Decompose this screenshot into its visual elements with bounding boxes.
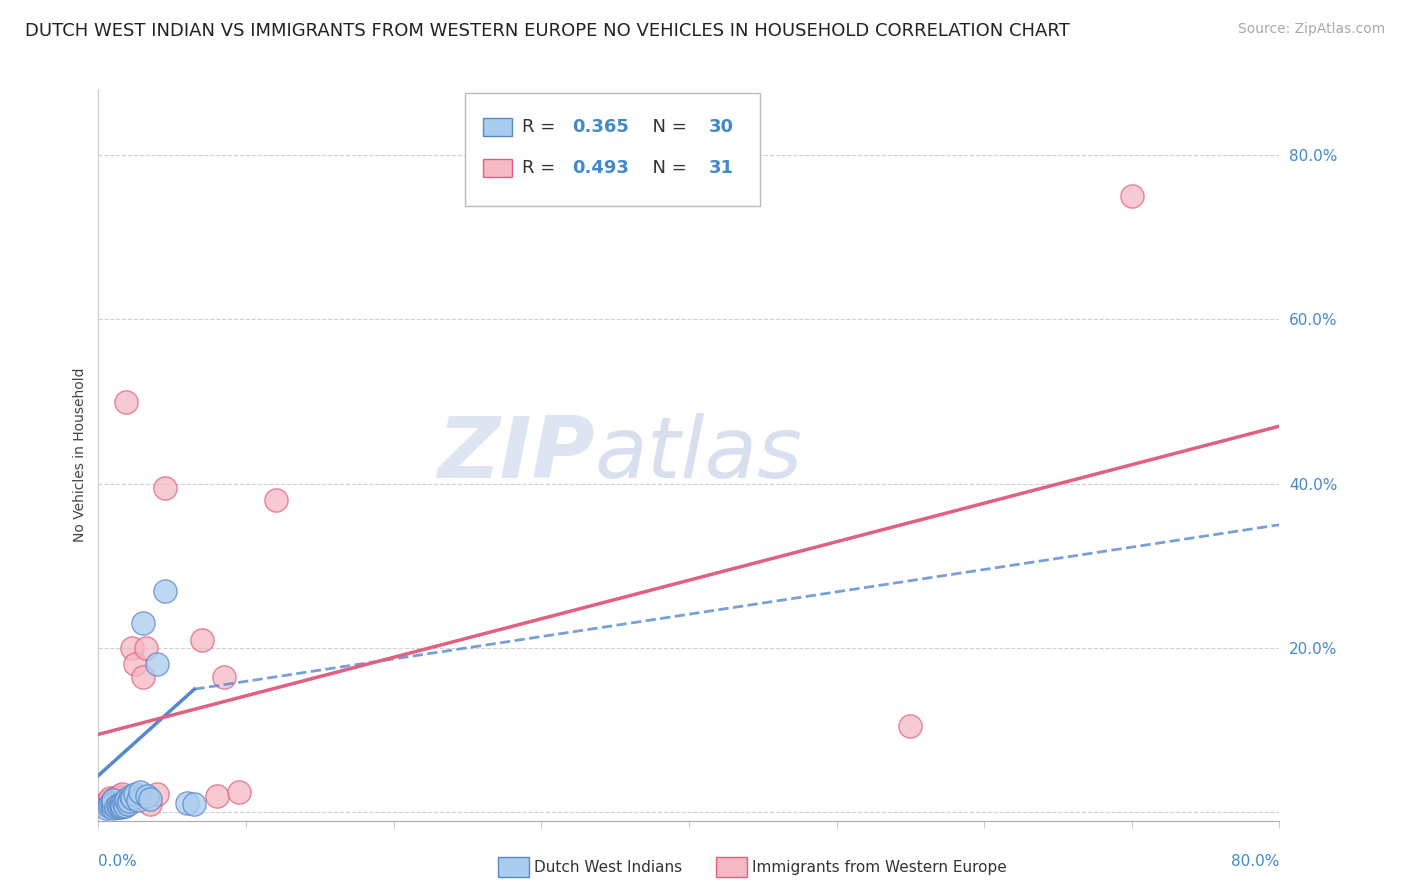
Point (124, 788, 146, 802)
Point (117, 797, 139, 812)
Point (132, 670, 155, 684)
Point (100, 796, 122, 810)
Point (97, 793, 120, 807)
Point (132, 616, 155, 631)
FancyBboxPatch shape (484, 119, 512, 136)
Point (1121, 189, 1143, 203)
Point (121, 790, 143, 805)
Text: ZIP: ZIP (437, 413, 595, 497)
Point (98, 790, 121, 805)
Point (100, 797, 122, 812)
Text: 80.0%: 80.0% (1232, 854, 1279, 869)
Point (121, 641, 143, 656)
Point (103, 797, 125, 812)
Point (105, 800, 128, 814)
Text: Source: ZipAtlas.com: Source: ZipAtlas.com (1237, 22, 1385, 37)
Point (124, 657, 146, 672)
Point (115, 394, 138, 409)
Point (98, 797, 121, 812)
Point (114, 798, 136, 813)
Point (107, 797, 129, 812)
Point (153, 481, 176, 495)
Text: 30: 30 (709, 119, 734, 136)
Point (108, 789, 131, 803)
FancyBboxPatch shape (464, 93, 759, 206)
Point (114, 793, 136, 807)
Text: 0.493: 0.493 (572, 159, 628, 178)
Point (139, 792, 162, 806)
Point (110, 790, 132, 805)
Point (111, 798, 134, 813)
Point (97, 798, 120, 813)
Point (117, 797, 139, 812)
Point (135, 641, 157, 656)
Point (103, 801, 125, 815)
Text: 31: 31 (709, 159, 734, 178)
Point (110, 797, 132, 812)
Point (115, 793, 138, 807)
Point (176, 796, 198, 810)
Point (146, 787, 169, 801)
Text: Dutch West Indians: Dutch West Indians (534, 860, 682, 874)
Text: atlas: atlas (595, 413, 803, 497)
Point (183, 797, 205, 812)
Point (105, 796, 128, 810)
Text: R =: R = (523, 119, 561, 136)
Point (900, 719, 922, 733)
Point (136, 789, 159, 803)
Text: DUTCH WEST INDIAN VS IMMIGRANTS FROM WESTERN EUROPE NO VEHICLES IN HOUSEHOLD COR: DUTCH WEST INDIAN VS IMMIGRANTS FROM WES… (25, 22, 1070, 40)
Text: N =: N = (641, 119, 692, 136)
Point (120, 793, 142, 807)
Text: 0.365: 0.365 (572, 119, 628, 136)
Point (128, 785, 150, 799)
Point (108, 799, 131, 814)
Point (127, 793, 149, 807)
Point (112, 796, 135, 810)
Point (94, 801, 117, 815)
Point (103, 793, 125, 807)
Point (146, 657, 169, 672)
Point (110, 800, 132, 814)
Point (264, 493, 287, 508)
Text: 0.0%: 0.0% (98, 854, 138, 869)
Point (118, 794, 141, 808)
Text: Immigrants from Western Europe: Immigrants from Western Europe (752, 860, 1007, 874)
Text: N =: N = (641, 159, 692, 178)
Point (228, 785, 250, 799)
Text: R =: R = (523, 159, 561, 178)
Point (107, 798, 129, 813)
Point (111, 788, 134, 802)
Point (103, 793, 125, 807)
Point (94, 796, 117, 810)
Y-axis label: No Vehicles in Household: No Vehicles in Household (73, 368, 87, 542)
Point (153, 583, 176, 598)
Point (120, 789, 142, 803)
Point (191, 632, 214, 647)
Point (212, 670, 235, 684)
Point (127, 789, 149, 803)
Point (205, 789, 228, 803)
Point (104, 790, 127, 805)
Point (93, 797, 115, 812)
Point (139, 797, 162, 812)
FancyBboxPatch shape (484, 160, 512, 177)
